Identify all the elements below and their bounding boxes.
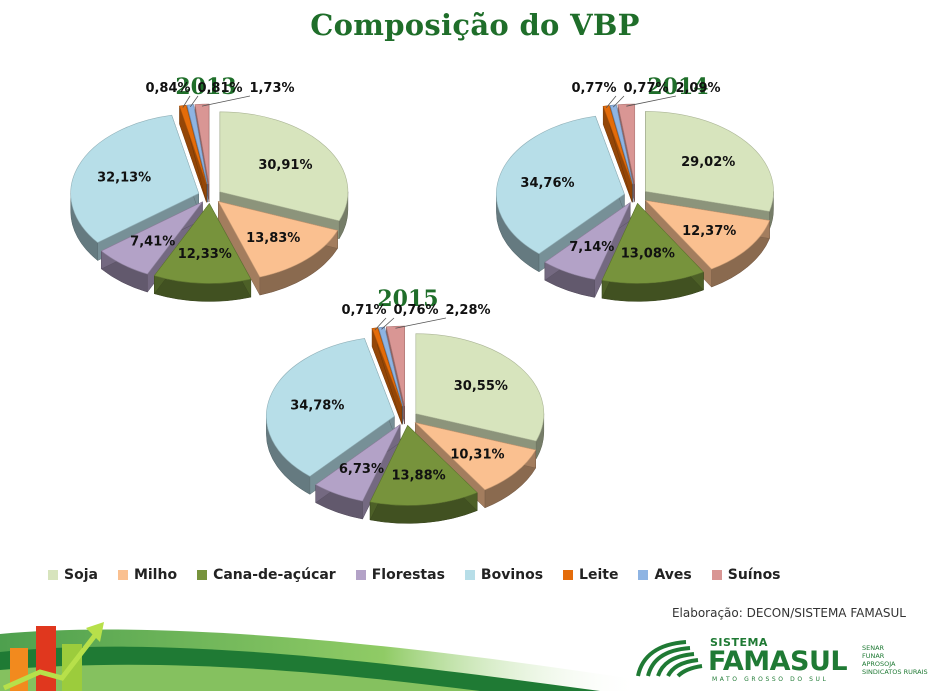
logo-sistema: SISTEMA [710, 636, 768, 649]
logo-entity: FUNAR [862, 652, 885, 660]
legend-label: Florestas [371, 567, 445, 583]
legend-swatch [711, 570, 722, 580]
legend-label: Aves [654, 567, 692, 583]
pie-chart-2013: 30,91% 13,83% 12,33%7,41% 32,13% 0,84% 0,81% 1… [70, 81, 349, 302]
data-label-bovinos: 34,76% [520, 176, 574, 191]
logo-entity: SENAR [862, 644, 885, 652]
legend-label: Soja [64, 567, 98, 583]
legend-item-bovinos: Bovinos [464, 567, 544, 583]
pie-slice-leite [179, 104, 207, 203]
famasul-stripes-icon [636, 640, 703, 678]
data-label-suinos: 2,28% [445, 303, 490, 318]
chart-legend: Soja Milho Cana-de-açúcar Florestas Bovinos L… [48, 567, 801, 583]
legend-item-florestas: Florestas [355, 567, 445, 583]
leader-line [626, 95, 677, 107]
data-label-soja: 30,55% [454, 379, 508, 394]
legend-item-suinos: Suínos [711, 567, 781, 583]
data-label-cana-de-acucar: 13,08% [621, 247, 675, 262]
logo-name: FAMASUL [708, 646, 848, 677]
leader-line [182, 95, 191, 108]
data-label-suinos: 2,09% [675, 81, 720, 96]
pie-slice-milho [414, 422, 537, 509]
data-label-milho: 13,83% [246, 231, 300, 246]
data-label-suinos: 1,73% [249, 81, 294, 96]
legend-label: Bovinos [480, 567, 544, 583]
pie-slice-cana-de-acucar [153, 202, 252, 302]
legend-item-soja: Soja [48, 567, 98, 583]
legend-label: Cana-de-açúcar [213, 567, 336, 583]
legend-item-cana-de-acucar: Cana-de-açúcar [197, 567, 336, 583]
data-label-leite: 0,84% [145, 81, 190, 96]
legend-label: Suínos [727, 567, 781, 583]
data-label-florestas: 7,41% [130, 234, 175, 249]
legend-item-milho: Milho [117, 567, 178, 583]
pie-chart-2014: 29,02% 12,37% 13,08% 7,14% 34,76% 0,77% 0,77% 2… [496, 81, 774, 302]
legend-swatch [638, 570, 649, 580]
growth-bars-arrow-icon [0, 622, 640, 691]
data-label-cana-de-acucar: 13,88% [392, 469, 446, 484]
pie-slice-cana-de-acucar [601, 202, 705, 302]
pie-slice-florestas [544, 201, 631, 298]
pie-slice-florestas [315, 424, 401, 520]
legend-label: Leite [579, 567, 619, 583]
data-label-soja: 30,91% [258, 158, 312, 173]
pie-slice-leite [371, 327, 403, 425]
data-label-aves: 0,76% [393, 303, 438, 318]
data-label-aves: 0,81% [197, 81, 242, 96]
legend-item-aves: Aves [638, 567, 692, 583]
legend-swatch [355, 570, 366, 580]
legend-swatch [117, 570, 128, 580]
data-label-bovinos: 32,13% [97, 170, 151, 185]
chart-title-2014: 2014 [647, 74, 709, 100]
famasul-logo: SISTEMA FAMASUL MATO GROSSO DO SUL SENAR… [634, 634, 934, 686]
legend-swatch [197, 570, 208, 580]
data-label-soja: 29,02% [681, 155, 735, 170]
leader-line [374, 317, 387, 331]
leader-line [381, 317, 395, 330]
leader-line [612, 95, 625, 108]
leader-line [189, 95, 199, 108]
legend-label: Milho [133, 567, 178, 583]
data-label-aves: 0,77% [623, 81, 668, 96]
pie-slice-leite [602, 105, 633, 203]
logo-entities: SENAR FUNAR APROSOJA SINDICATOS RURAIS [862, 644, 928, 676]
leader-line [395, 317, 447, 329]
logo-entity: APROSOJA [862, 660, 896, 668]
data-label-leite: 0,77% [571, 81, 616, 96]
pie-slice-milho [217, 200, 339, 296]
logo-entity: SINDICATOS RURAIS [862, 668, 928, 676]
chart-title-2013: 2013 [175, 74, 237, 100]
chart-main-title: Composição do VBP [310, 8, 640, 42]
legend-swatch [563, 570, 574, 580]
credit-text: Elaboração: DECON/SISTEMA FAMASUL [671, 606, 906, 620]
leader-line [605, 95, 617, 109]
leader-line [201, 95, 251, 107]
logo-tagline: MATO GROSSO DO SUL [712, 676, 829, 683]
data-label-leite: 0,71% [341, 303, 386, 318]
pie-chart-2015: 30,55% 10,31% 13,88% 6,73% 34,78% 0,71% 0,76% 2… [266, 303, 545, 524]
data-label-milho: 12,37% [682, 224, 736, 239]
data-label-milho: 10,31% [450, 448, 504, 463]
legend-swatch [464, 570, 475, 580]
legend-item-leite: Leite [563, 567, 618, 583]
data-label-florestas: 7,14% [569, 240, 614, 255]
pie-slice-cana-de-acucar [369, 424, 478, 524]
chart-title-2015: 2015 [377, 286, 439, 312]
legend-swatch [48, 570, 58, 580]
data-label-bovinos: 34,78% [290, 398, 344, 413]
data-label-florestas: 6,73% [339, 462, 384, 477]
data-label-cana-de-acucar: 12,33% [178, 247, 232, 262]
